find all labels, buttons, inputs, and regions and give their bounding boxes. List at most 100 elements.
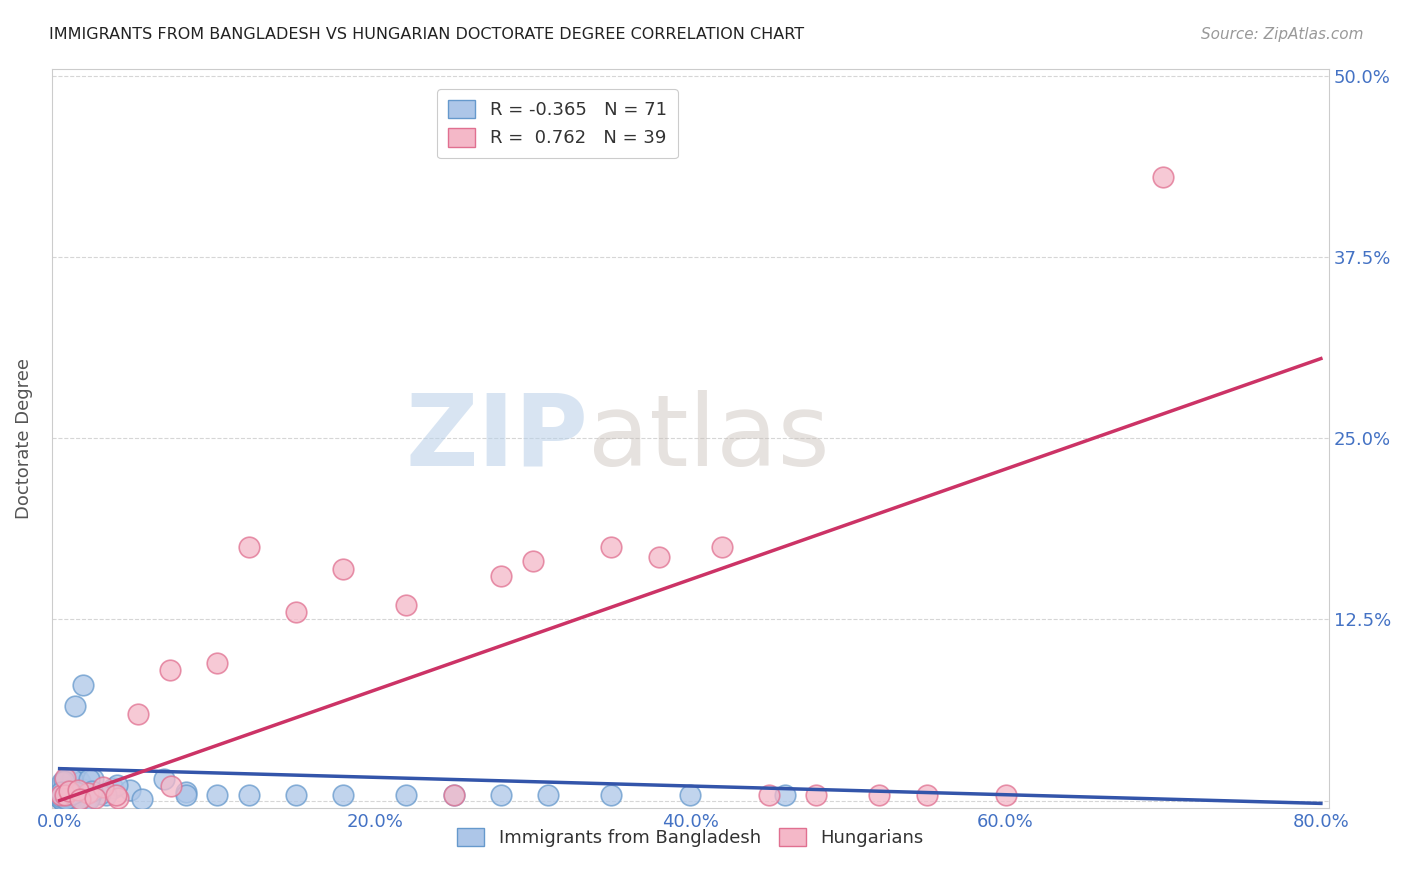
Point: [600, 788, 623, 802]
Point: [159, 663, 181, 677]
Point: [83, 791, 105, 805]
Point: [89, 787, 111, 801]
Point: [238, 540, 260, 554]
Point: [72, 677, 94, 691]
Point: [806, 788, 828, 802]
Point: [52, 773, 75, 788]
Point: [648, 550, 671, 565]
Text: atlas: atlas: [588, 390, 830, 487]
Point: [58, 792, 80, 806]
Point: [489, 788, 512, 802]
Point: [51, 792, 73, 806]
Point: [710, 540, 733, 554]
Point: [160, 779, 183, 793]
Point: [60, 787, 83, 801]
Point: [994, 788, 1017, 802]
Point: [915, 788, 938, 802]
Point: [53, 791, 76, 805]
Point: [52, 790, 75, 805]
Point: [70, 781, 93, 796]
Point: [758, 788, 780, 802]
Point: [60, 790, 83, 805]
Point: [395, 598, 418, 612]
Point: [174, 788, 197, 802]
Point: [58, 784, 80, 798]
Point: [51, 775, 73, 789]
Point: [679, 788, 702, 802]
Point: [53, 789, 76, 803]
Legend: Immigrants from Bangladesh, Hungarians: Immigrants from Bangladesh, Hungarians: [450, 821, 931, 855]
Point: [51, 791, 73, 805]
Point: [285, 788, 308, 802]
Point: [59, 786, 82, 800]
Point: [55, 792, 77, 806]
Point: [59, 792, 82, 806]
Point: [77, 792, 100, 806]
Point: [66, 790, 89, 805]
Point: [55, 772, 77, 786]
Point: [103, 780, 125, 795]
Point: [66, 772, 89, 786]
Point: [65, 785, 87, 799]
Point: [58, 789, 80, 803]
Point: [285, 605, 308, 619]
Point: [62, 772, 84, 786]
Point: [53, 771, 76, 785]
Point: [174, 785, 197, 799]
Point: [522, 554, 544, 568]
Point: [62, 791, 84, 805]
Point: [69, 775, 91, 789]
Point: [59, 782, 82, 797]
Point: [62, 788, 84, 802]
Point: [69, 792, 91, 806]
Point: [773, 788, 796, 802]
Point: [395, 788, 418, 802]
Point: [443, 788, 465, 802]
Point: [66, 783, 89, 797]
Point: [332, 562, 354, 576]
Point: [51, 789, 73, 803]
Point: [153, 772, 176, 786]
Point: [1152, 170, 1174, 185]
Point: [52, 788, 75, 802]
Point: [76, 791, 98, 805]
Point: [51, 789, 73, 803]
Point: [80, 787, 103, 801]
Point: [77, 772, 100, 786]
Point: [207, 656, 229, 670]
Point: [105, 788, 128, 802]
Point: [868, 788, 890, 802]
Point: [207, 788, 229, 802]
Point: [82, 772, 104, 786]
Point: [67, 792, 90, 806]
Y-axis label: Doctorate Degree: Doctorate Degree: [15, 358, 32, 519]
Point: [127, 706, 149, 721]
Point: [70, 785, 93, 799]
Point: [55, 774, 77, 789]
Point: [52, 786, 75, 800]
Point: [107, 790, 129, 805]
Point: [82, 783, 104, 797]
Point: [51, 785, 73, 799]
Point: [96, 789, 118, 803]
Point: [63, 786, 86, 800]
Point: [51, 792, 73, 806]
Text: Source: ZipAtlas.com: Source: ZipAtlas.com: [1201, 27, 1364, 42]
Point: [65, 699, 87, 714]
Point: [120, 783, 142, 797]
Point: [70, 789, 93, 804]
Point: [59, 790, 82, 805]
Text: IMMIGRANTS FROM BANGLADESH VS HUNGARIAN DOCTORATE DEGREE CORRELATION CHART: IMMIGRANTS FROM BANGLADESH VS HUNGARIAN …: [49, 27, 804, 42]
Point: [91, 780, 114, 795]
Point: [56, 787, 79, 801]
Point: [63, 792, 86, 806]
Point: [51, 789, 73, 804]
Point: [489, 569, 512, 583]
Point: [77, 786, 100, 800]
Point: [537, 788, 560, 802]
Point: [63, 789, 86, 803]
Point: [53, 780, 76, 794]
Point: [105, 779, 128, 793]
Point: [238, 788, 260, 802]
Point: [84, 785, 107, 799]
